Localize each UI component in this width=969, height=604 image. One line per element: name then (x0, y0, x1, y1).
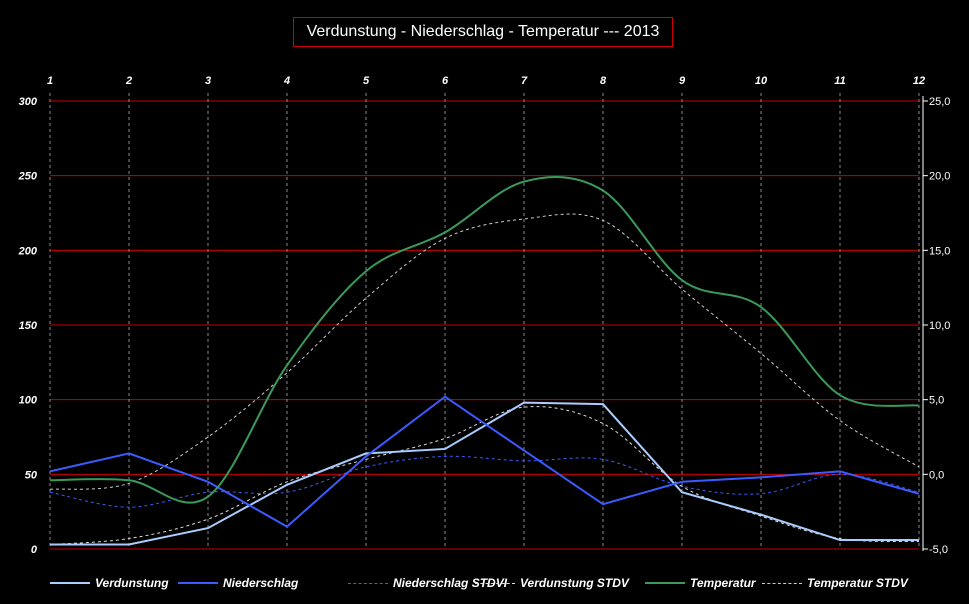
y-right-tick-label: -5,0 (929, 544, 948, 556)
grid-layer (49, 93, 924, 551)
y-left-tick-label: 250 (18, 171, 38, 183)
y-left-tick-label: 150 (19, 320, 38, 332)
series-line-niederschlag (49, 395, 920, 528)
x-tick-label: 3 (205, 75, 211, 87)
x-tick-label: 11 (834, 75, 845, 87)
legend-label: Niederschlag (223, 576, 299, 590)
legend-label: Verdunstung STDV (520, 576, 629, 590)
legend-swatch (178, 582, 218, 584)
legend-item: Temperatur STDV (762, 572, 908, 594)
series-layer (49, 176, 920, 546)
x-tick-label: 5 (363, 75, 370, 87)
chart-legend: Verdunstung Niederschlag Niederschlag STDV… (0, 572, 969, 594)
series-line-temperatur-stdv (49, 213, 920, 490)
legend-swatch (50, 582, 90, 584)
y-right-tick-label: 10,0 (929, 320, 950, 332)
x-tick-label: 12 (913, 75, 925, 87)
series-line-temperatur (49, 176, 920, 504)
y-left-tick-label: 300 (19, 96, 38, 108)
x-tick-label: 7 (521, 75, 528, 87)
legend-item: Niederschlag (178, 572, 298, 594)
x-tick-label: 8 (600, 75, 607, 87)
y-left-tick-label: 0 (31, 544, 38, 556)
legend-label: Verdunstung (95, 576, 169, 590)
chart-title: Verdunstung - Niederschlag - Temperatur … (293, 17, 673, 47)
legend-item: Temperatur (645, 572, 756, 594)
y-left-tick-label: 200 (18, 245, 38, 257)
legend-item: Verdunstung STDV (475, 572, 629, 594)
y-right-tick-label: 15,0 (929, 245, 950, 257)
series-line-niederschlag-stdvi (49, 455, 920, 508)
x-tick-label: 9 (679, 75, 686, 87)
y-right-tick-label: 25,0 (929, 96, 950, 108)
legend-swatch (348, 582, 388, 584)
x-tick-label: 1 (47, 75, 53, 87)
legend-swatch (475, 582, 515, 584)
legend-swatch (762, 582, 802, 584)
legend-label: Niederschlag STDVI (393, 576, 508, 590)
legend-item: Verdunstung (50, 572, 169, 594)
series-line-verdunstung (50, 401, 919, 546)
y-right-tick-label: 0,0 (929, 469, 944, 481)
legend-item: Niederschlag STDVI (348, 572, 507, 594)
x-tick-label: 2 (125, 75, 132, 87)
legend-label: Temperatur STDV (807, 576, 908, 590)
x-tick-label: 4 (283, 75, 290, 87)
y-right-tick-label: 5,0 (929, 395, 944, 407)
y-left-tick-label: 100 (19, 395, 38, 407)
x-tick-label: 10 (755, 75, 768, 87)
y-right-tick-label: 20,0 (929, 171, 950, 183)
legend-label: Temperatur (690, 576, 756, 590)
tick-labels: 0 50 100 150 200 250 300 -5,0 0,0 5,0 10,0 15,0 20,0… (18, 75, 951, 556)
x-tick-label: 6 (442, 75, 449, 87)
y-left-tick-label: 50 (25, 469, 38, 481)
legend-swatch (645, 582, 685, 584)
